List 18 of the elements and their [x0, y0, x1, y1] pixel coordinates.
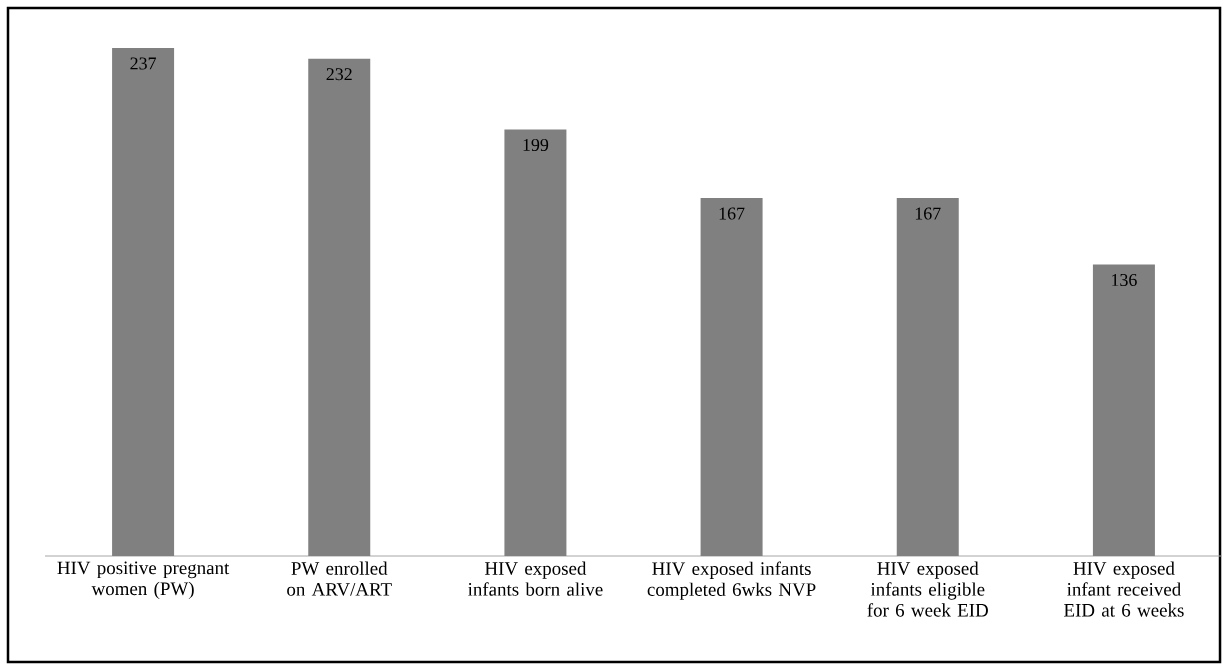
data-label: 136 — [1112, 273, 1137, 287]
bar — [308, 58, 371, 556]
x-tick-label: HIV exposed infants completed 6wks NVP — [647, 561, 816, 600]
x-tick-label: HIV positive pregnant women (PW) — [57, 561, 230, 599]
data-label: 199 — [523, 138, 549, 151]
x-tick-label: HIV exposed infant received EID at 6 weeks — [1064, 561, 1184, 617]
data-label: 237 — [130, 57, 157, 70]
x-tick-label: HIV exposed infants born alive — [468, 561, 603, 596]
bar — [112, 47, 175, 556]
data-label: 167 — [915, 207, 941, 220]
bar — [504, 129, 567, 556]
bar — [700, 198, 763, 556]
bar — [1092, 264, 1155, 556]
x-tick-label: PW enrolled on ARV/ART — [287, 561, 392, 596]
data-label: 232 — [326, 68, 352, 81]
bar — [896, 198, 959, 556]
x-tick-label: HIV exposed infants eligible for 6 week EID — [867, 561, 988, 617]
data-label: 167 — [719, 207, 745, 220]
